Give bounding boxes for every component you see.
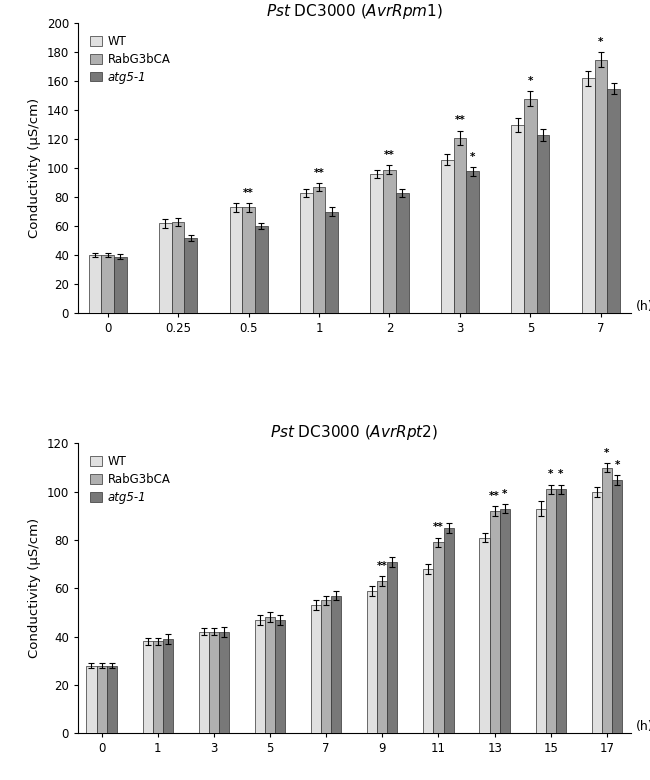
Bar bbox=[370, 174, 383, 313]
Text: (h): (h) bbox=[636, 720, 650, 733]
Bar bbox=[172, 222, 185, 313]
Bar bbox=[377, 581, 387, 733]
Y-axis label: Conductivity (μS/cm): Conductivity (μS/cm) bbox=[28, 98, 41, 239]
Y-axis label: Conductivity (μS/cm): Conductivity (μS/cm) bbox=[28, 518, 41, 658]
Bar bbox=[159, 223, 172, 313]
Bar bbox=[275, 620, 285, 733]
Bar bbox=[595, 59, 607, 313]
Text: *: * bbox=[604, 448, 610, 458]
Bar bbox=[556, 489, 566, 733]
Bar bbox=[311, 605, 321, 733]
Text: (h): (h) bbox=[636, 300, 650, 313]
Bar bbox=[209, 632, 219, 733]
Text: *: * bbox=[558, 470, 564, 480]
Legend: WT, RabG3bCA, atg5-1: WT, RabG3bCA, atg5-1 bbox=[84, 449, 176, 509]
Bar bbox=[524, 99, 537, 313]
Bar bbox=[612, 480, 622, 733]
Bar bbox=[153, 641, 162, 733]
Bar bbox=[607, 89, 620, 313]
Bar bbox=[242, 207, 255, 313]
Bar bbox=[255, 620, 265, 733]
Bar bbox=[454, 138, 466, 313]
Bar bbox=[114, 257, 127, 313]
Text: **: ** bbox=[489, 491, 500, 501]
Text: **: ** bbox=[243, 188, 254, 198]
Bar bbox=[326, 211, 338, 313]
Bar bbox=[480, 537, 489, 733]
Text: **: ** bbox=[377, 561, 387, 571]
Bar bbox=[86, 665, 97, 733]
Bar bbox=[489, 511, 500, 733]
Text: *: * bbox=[598, 37, 604, 47]
Bar bbox=[602, 468, 612, 733]
Bar bbox=[313, 187, 326, 313]
Text: **: ** bbox=[454, 115, 465, 126]
Text: *: * bbox=[528, 76, 533, 87]
Bar bbox=[367, 590, 377, 733]
Bar bbox=[546, 489, 556, 733]
Bar bbox=[321, 601, 332, 733]
Text: *: * bbox=[470, 151, 475, 161]
Bar bbox=[396, 193, 408, 313]
Bar bbox=[101, 255, 114, 313]
Bar bbox=[443, 528, 454, 733]
Bar bbox=[582, 79, 595, 313]
Bar bbox=[332, 596, 341, 733]
Bar bbox=[255, 226, 268, 313]
Bar bbox=[199, 632, 209, 733]
Bar bbox=[512, 125, 524, 313]
Bar bbox=[229, 207, 242, 313]
Title: $\it{Pst}$ DC3000 ($\it{AvrRpt2}$): $\it{Pst}$ DC3000 ($\it{AvrRpt2}$) bbox=[270, 423, 438, 441]
Bar bbox=[500, 509, 510, 733]
Bar bbox=[536, 509, 546, 733]
Bar bbox=[142, 641, 153, 733]
Text: **: ** bbox=[433, 523, 444, 533]
Text: *: * bbox=[548, 470, 553, 480]
Legend: WT, RabG3bCA, atg5-1: WT, RabG3bCA, atg5-1 bbox=[84, 30, 176, 90]
Bar bbox=[185, 238, 197, 313]
Bar bbox=[387, 562, 398, 733]
Bar bbox=[300, 193, 313, 313]
Text: **: ** bbox=[314, 168, 324, 178]
Bar bbox=[107, 665, 117, 733]
Text: *: * bbox=[614, 459, 619, 470]
Bar bbox=[219, 632, 229, 733]
Bar bbox=[423, 569, 434, 733]
Text: **: ** bbox=[384, 150, 395, 160]
Bar bbox=[265, 617, 275, 733]
Bar bbox=[441, 160, 454, 313]
Bar bbox=[592, 491, 602, 733]
Title: $\it{Pst}$ DC3000 ($\it{AvrRpm1}$): $\it{Pst}$ DC3000 ($\it{AvrRpm1}$) bbox=[266, 2, 443, 22]
Text: *: * bbox=[502, 488, 508, 498]
Bar bbox=[162, 639, 173, 733]
Bar bbox=[537, 135, 549, 313]
Bar bbox=[434, 542, 443, 733]
Bar bbox=[88, 255, 101, 313]
Bar bbox=[97, 665, 107, 733]
Bar bbox=[383, 170, 396, 313]
Bar bbox=[466, 171, 479, 313]
